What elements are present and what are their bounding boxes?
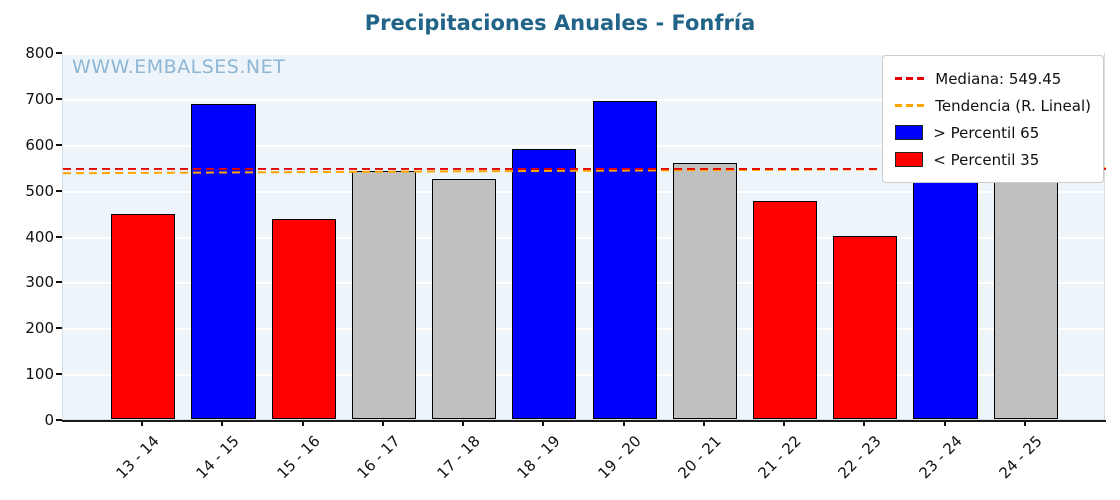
bar-19-20 (592, 100, 657, 419)
y-tick-mark (56, 52, 62, 54)
y-tick-mark (56, 419, 62, 421)
gridline (63, 144, 1104, 147)
x-tick-label: 16 - 17 (353, 432, 404, 483)
y-tick-mark (56, 189, 62, 192)
legend-patch-sample (895, 125, 924, 140)
legend: Mediana: 549.45 Tendencia (R. Lineal) > Pe… (882, 55, 1104, 183)
legend-item: > Percentil 65 (895, 119, 1091, 146)
y-tick-mark (56, 143, 62, 146)
x-tick-mark (1023, 421, 1026, 426)
legend-item: Tendencia (R. Lineal) (895, 92, 1091, 119)
legend-label: Mediana: 549.45 (935, 69, 1062, 88)
y-tick-label: 400 (25, 227, 54, 246)
bar-16-17 (351, 170, 416, 419)
bar-24-25 (993, 153, 1058, 419)
x-tick-label: 20 - 21 (674, 432, 725, 483)
x-tick-label: 22 - 23 (834, 432, 886, 483)
x-tick-label: 19 - 20 (594, 432, 645, 483)
x-tick-mark (622, 421, 625, 426)
y-tick-mark (56, 97, 62, 100)
bar-15-16 (271, 219, 336, 419)
bar-21-22 (752, 201, 818, 419)
legend-item: Mediana: 549.45 (895, 65, 1091, 92)
x-tick-label: 18 - 19 (513, 432, 565, 483)
x-tick-mark (462, 421, 465, 426)
bar-23-24 (913, 138, 978, 419)
y-tick-mark (56, 281, 62, 284)
legend-patch-sample (895, 152, 924, 167)
y-tick-mark (56, 373, 62, 376)
y-tick-label: 200 (25, 319, 54, 338)
bar-13-14 (111, 213, 176, 419)
y-tick-label: 800 (25, 44, 54, 62)
gridline (63, 98, 1104, 101)
gridline (63, 282, 1104, 285)
x-tick-label: 15 - 16 (273, 432, 324, 483)
y-tick-mark (56, 327, 62, 330)
x-tick-label: 23 - 24 (914, 432, 966, 483)
x-tick-mark (221, 421, 224, 426)
bar-18-19 (512, 149, 577, 419)
legend-line-sample (895, 104, 926, 107)
legend-label: Tendencia (R. Lineal) (935, 96, 1091, 115)
x-tick-label: 24 - 25 (995, 432, 1046, 483)
legend-label: < Percentil 35 (933, 150, 1040, 169)
gridline (63, 374, 1104, 377)
y-tick-mark (56, 235, 62, 238)
x-tick-mark (943, 421, 946, 426)
y-tick-label: 300 (25, 273, 54, 292)
y-tick-label: 100 (25, 365, 54, 384)
gridline (63, 236, 1104, 239)
legend-label: > Percentil 65 (933, 123, 1040, 142)
gridline (63, 53, 1104, 55)
x-tick-mark (381, 421, 384, 426)
x-tick-label: 21 - 22 (754, 432, 805, 483)
x-tick-mark (301, 421, 304, 426)
y-tick-label: 0 (44, 411, 54, 429)
x-tick-label: 17 - 18 (433, 432, 484, 483)
x-tick-mark (863, 421, 866, 426)
bar-20-21 (672, 163, 737, 419)
legend-item: < Percentil 35 (895, 146, 1091, 173)
y-tick-label: 600 (25, 135, 54, 154)
bar-17-18 (432, 178, 497, 419)
x-tick-mark (702, 421, 705, 426)
x-axis-line (62, 420, 1106, 422)
watermark: WWW.EMBALSES.NET (72, 56, 286, 78)
chart-title: Precipitaciones Anuales - Fonfría (364, 11, 756, 35)
x-tick-mark (141, 421, 144, 426)
x-tick-mark (783, 421, 786, 426)
x-tick-mark (542, 421, 545, 426)
legend-line-sample (895, 77, 926, 80)
y-tick-label: 500 (25, 181, 54, 200)
y-tick-label: 700 (25, 89, 54, 108)
x-tick-label: 14 - 15 (192, 432, 244, 483)
gridline (63, 190, 1104, 193)
gridline (63, 328, 1104, 331)
bar-22-23 (833, 236, 898, 419)
x-tick-label: 13 - 14 (112, 432, 163, 483)
bar-14-15 (191, 103, 256, 419)
